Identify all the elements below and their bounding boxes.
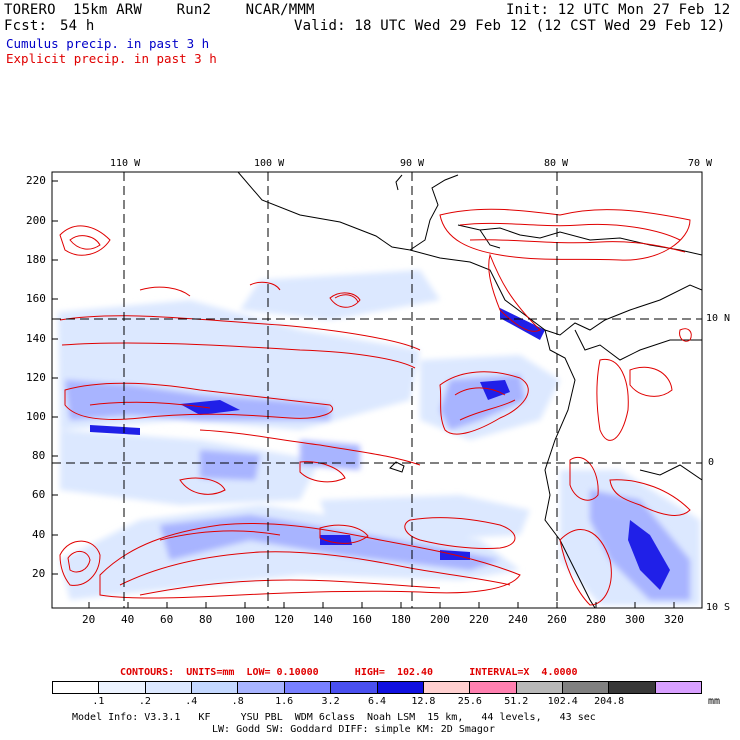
colorbar-swatch	[238, 682, 285, 693]
lon-label-80w: 80 W	[544, 158, 569, 169]
colorbar-swatch	[470, 682, 517, 693]
y-tick-label: 120	[26, 371, 46, 384]
x-tick-label: 280	[586, 613, 606, 626]
colorbar-label: .1	[92, 696, 105, 707]
colorbar-label: .2	[138, 696, 151, 707]
colorbar-label: 102.4	[547, 696, 578, 707]
lon-label-110w: 110 W	[110, 158, 141, 169]
x-tick-label: 80	[199, 613, 213, 626]
y-tick-label: 180	[26, 253, 46, 266]
colorbar-units: mm	[708, 696, 721, 707]
bottom-ticks	[88, 602, 675, 608]
x-tick-label: 40	[121, 613, 135, 626]
map-frame	[51, 171, 703, 609]
y-tick-label: 20	[32, 567, 46, 580]
model-info: Model Info: V3.3.1 KF YSU PBL WDM 6class…	[72, 712, 596, 723]
colorbar-swatch	[516, 682, 563, 693]
valid-time: Valid: 18 UTC Wed 29 Feb 12 (12 CST Wed …	[294, 18, 726, 34]
forecast-label: Fcst:	[4, 18, 48, 34]
colorbar-label: 25.6	[457, 696, 482, 707]
colorbar-swatch	[655, 682, 702, 693]
x-tick-label: 200	[430, 613, 450, 626]
colorbar-label: .8	[231, 696, 244, 707]
cumulus-precip-field	[58, 270, 700, 605]
y-tick-label: 60	[32, 488, 46, 501]
x-tick-label: 100	[235, 613, 255, 626]
x-tick-label: 20	[82, 613, 96, 626]
colorbar-label: 51.2	[504, 696, 529, 707]
colorbar-label: 204.8	[594, 696, 625, 707]
legend-explicit: Explicit precip. in past 3 h	[6, 51, 217, 66]
colorbar-labels: .1 .2 .4 .8 1.6 3.2 6.4 12.8 25.6 51.2 102.4 204.8	[52, 696, 702, 708]
legend-cumulus: Cumulus precip. in past 3 h	[6, 36, 210, 51]
y-tick-label: 80	[32, 449, 46, 462]
x-tick-label: 220	[469, 613, 489, 626]
lat-lon-grid	[52, 172, 702, 608]
lon-label-90w: 90 W	[400, 158, 425, 169]
x-tick-label: 180	[391, 613, 411, 626]
contours-info: CONTOURS: UNITS=mm LOW= 0.10000 HIGH= 10…	[120, 667, 578, 678]
colorbar-swatch	[99, 682, 146, 693]
model-title: TORERO 15km ARW Run2 NCAR/MMM	[4, 2, 315, 18]
x-tick-label: 320	[664, 613, 684, 626]
y-tick-label: 40	[32, 528, 46, 541]
colorbar-swatch	[562, 682, 610, 693]
colorbar-label: 6.4	[367, 696, 387, 707]
forecast-hour: 54 h	[60, 18, 95, 34]
y-tick-label: 160	[26, 292, 46, 305]
colorbar-swatch	[331, 682, 378, 693]
x-tick-label: 300	[625, 613, 645, 626]
colorbar-label: 12.8	[411, 696, 436, 707]
colorbar-swatch	[192, 682, 239, 693]
x-tick-label: 240	[508, 613, 528, 626]
colorbar-label: 3.2	[321, 696, 340, 707]
colorbar-swatch	[423, 682, 471, 693]
lat-label-10s: 10 S	[706, 602, 731, 613]
physics-info: LW: Godd SW: Goddard DIFF: simple KM: 2D…	[212, 724, 495, 735]
x-tick-label: 160	[352, 613, 372, 626]
colorbar-label: .4	[185, 696, 198, 707]
x-tick-label: 260	[547, 613, 567, 626]
lat-label-0: 0	[708, 457, 715, 468]
colorbar	[52, 681, 702, 694]
lat-label-10n: 10 N	[706, 313, 731, 324]
colorbar-swatch	[145, 682, 193, 693]
left-ticks	[52, 180, 58, 575]
colorbar-swatch	[609, 682, 656, 693]
explicit-precip-contours	[59, 208, 692, 606]
y-tick-label: 200	[26, 214, 46, 227]
x-tick-label: 140	[313, 613, 333, 626]
lon-label-70w: 70 W	[688, 158, 713, 169]
colorbar-swatch	[377, 682, 424, 693]
colorbar-label: 1.6	[275, 696, 294, 707]
colorbar-swatch	[53, 682, 100, 693]
y-tick-label: 140	[26, 332, 46, 345]
x-tick-label: 120	[274, 613, 294, 626]
init-time: Init: 12 UTC Mon 27 Feb 12	[506, 2, 731, 18]
y-tick-label: 100	[26, 410, 46, 423]
lon-label-100w: 100 W	[254, 158, 285, 169]
x-tick-label: 60	[160, 613, 174, 626]
y-tick-label: 220	[26, 174, 46, 187]
colorbar-swatch	[284, 682, 332, 693]
